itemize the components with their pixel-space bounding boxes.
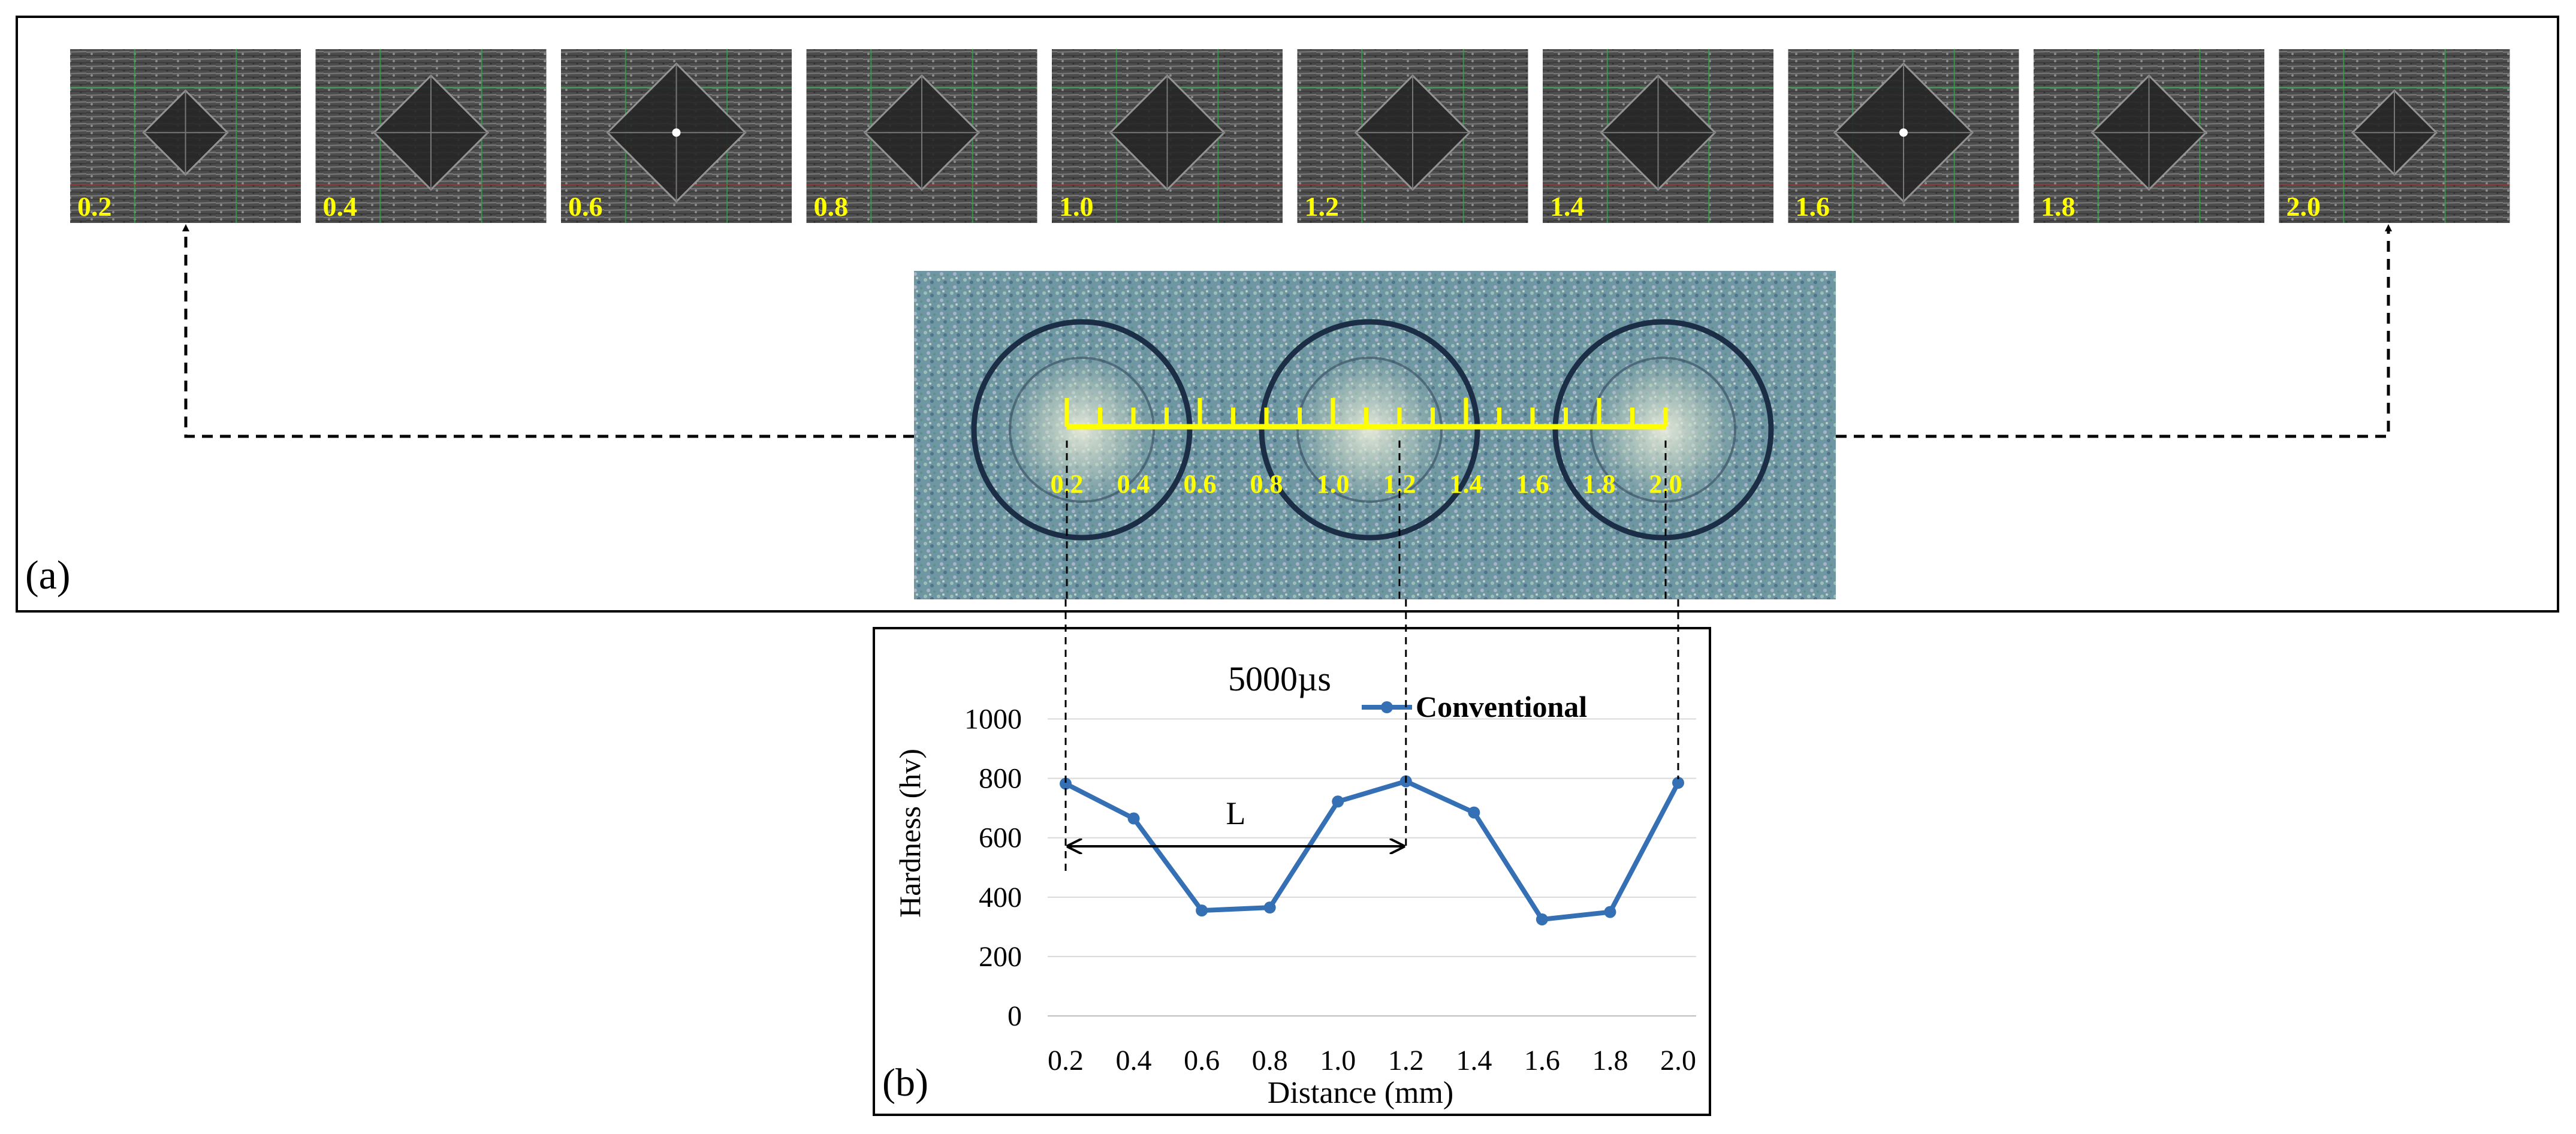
scale-label: 1.4: [1450, 469, 1483, 499]
micrograph-label: 2.0: [2287, 191, 2321, 222]
panel-b-label: (b): [882, 1061, 928, 1105]
micrograph-1.8: 1.8: [2034, 49, 2264, 223]
scale-label: 0.4: [1117, 469, 1150, 499]
x-tick-label: 2.0: [1660, 1045, 1696, 1076]
scale-label: 0.8: [1250, 469, 1283, 499]
data-point: [1468, 806, 1480, 819]
panel-a-frame: [16, 16, 2559, 613]
micrograph-1.2: 1.2: [1297, 49, 1528, 223]
micrograph-1.0: 1.0: [1052, 49, 1283, 223]
y-tick-label: 400: [979, 882, 1022, 913]
micrograph-1.6: 1.6: [1788, 49, 2019, 223]
micrograph-label: 0.2: [77, 191, 112, 222]
micrograph-label: 0.6: [568, 191, 603, 222]
scale-label: 1.8: [1583, 469, 1616, 499]
x-tick-label: 1.0: [1320, 1045, 1356, 1076]
micrograph-0.6: 0.6: [561, 49, 792, 223]
series-line-conventional: [1064, 779, 1681, 922]
weld-spot-photo: [914, 271, 1836, 599]
micrograph-label: 0.8: [814, 191, 849, 222]
x-tick-label: 1.6: [1524, 1045, 1560, 1076]
micrograph-row: 0.2 0.4 0.6 0.8 1.0 1.2 1.4 1.6 1.8 2.0: [70, 49, 2510, 223]
micrograph-label: 1.6: [1796, 191, 1830, 222]
micrograph-label: 1.0: [1059, 191, 1094, 222]
data-point: [1536, 913, 1548, 925]
data-point: [1672, 777, 1684, 789]
micrograph-label: 1.4: [1550, 191, 1585, 222]
micrograph-0.2: 0.2: [70, 49, 301, 223]
micrograph-label: 1.2: [1305, 191, 1340, 222]
data-point: [1196, 904, 1208, 917]
chart-title: 5000µs: [1228, 659, 1331, 698]
y-tick-label: 600: [979, 822, 1022, 854]
x-tick-label: 0.8: [1252, 1045, 1288, 1076]
y-tick-label: 800: [979, 763, 1022, 795]
x-tick-label: 0.4: [1116, 1045, 1152, 1076]
data-point: [1604, 906, 1616, 918]
x-tick-label: 1.2: [1388, 1045, 1424, 1076]
legend-label: Conventional: [1416, 690, 1587, 723]
weld-spot-ring: [1259, 319, 1480, 541]
x-tick-label: 0.6: [1184, 1045, 1220, 1076]
micrograph-label: 1.8: [2041, 191, 2076, 222]
micrograph-0.4: 0.4: [315, 49, 547, 223]
panel-b: 5000µs 0 200 400 600 800 1000 0.2 0.4 0.6 0.8 1.0 1.…: [873, 627, 1711, 1116]
y-axis-title: Hardness (hv): [893, 749, 927, 918]
scale-label: 1.0: [1317, 469, 1350, 499]
chart-legend: Conventional: [1362, 690, 1587, 723]
span-label: L: [1226, 795, 1245, 831]
data-point: [1060, 777, 1072, 790]
y-tick-label: 200: [979, 941, 1022, 973]
micrograph-0.8: 0.8: [806, 49, 1037, 223]
scale-label: 1.6: [1516, 469, 1549, 499]
hardness-chart: 5000µs 0 200 400 600 800 1000 0.2 0.4 0.6 0.8 1.0 1.…: [893, 659, 1696, 1110]
measurement-scale: 0.2 0.4 0.6 0.8 1.0 1.2 1.4 1.6 1.8 2.0: [1051, 398, 1682, 499]
weld-spot-ring: [1552, 319, 1774, 541]
weld-spot-ring: [971, 319, 1193, 541]
connector-arrow-right: [1836, 224, 2392, 438]
data-point: [1263, 901, 1276, 914]
connector-arrow-left: [182, 224, 914, 438]
scale-label: 0.6: [1184, 469, 1217, 499]
x-tick-label: 0.2: [1048, 1045, 1084, 1076]
x-tick-label: 1.8: [1592, 1045, 1628, 1076]
data-point: [1332, 795, 1344, 808]
y-tick-label: 0: [1008, 1000, 1022, 1032]
span-l-annotation: L: [1068, 795, 1404, 846]
panel-a-label: (a): [25, 552, 70, 598]
panel-a: 0.2 0.4 0.6 0.8 1.0 1.2 1.4 1.6 1.8 2.0 0.2 0.4 0.6…: [16, 16, 2559, 613]
y-tick-label: 1000: [964, 704, 1022, 735]
x-axis-title: Distance (mm): [1268, 1076, 1453, 1110]
micrograph-1.4: 1.4: [1543, 49, 1773, 223]
data-point: [1127, 812, 1140, 825]
micrograph-2.0: 2.0: [2279, 49, 2510, 223]
guide-lines: [1064, 441, 1679, 872]
x-tick-label: 1.4: [1456, 1045, 1492, 1076]
micrograph-label: 0.4: [323, 191, 358, 222]
